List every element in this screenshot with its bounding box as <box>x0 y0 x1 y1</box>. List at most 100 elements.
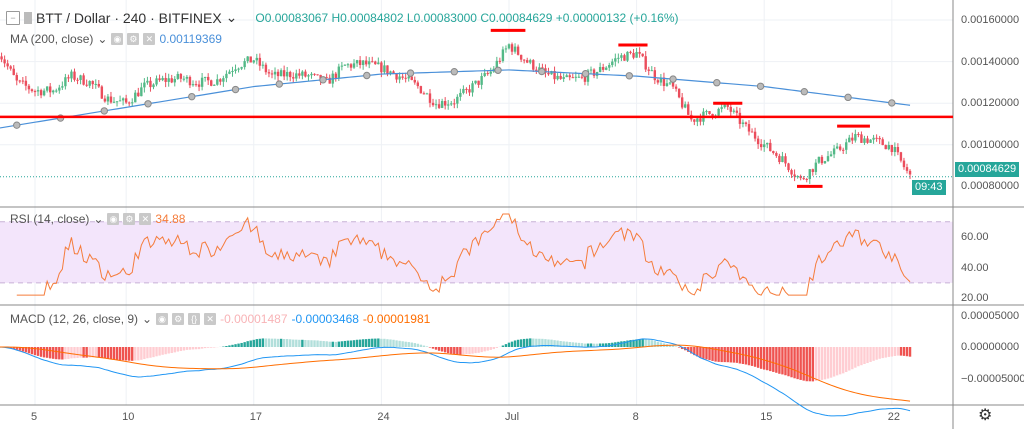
macd-histogram-bar <box>383 338 386 347</box>
macd-histogram-bar <box>866 347 869 364</box>
candle <box>161 77 164 81</box>
macd-histogram-bar <box>225 346 228 347</box>
macd-histogram-bar <box>249 340 252 347</box>
candle <box>851 137 854 141</box>
macd-line-value: -0.00003468 <box>291 312 359 326</box>
candle <box>656 80 660 83</box>
macd-histogram-bar <box>298 339 301 347</box>
candle <box>67 77 70 79</box>
macd-histogram-bar <box>717 347 720 362</box>
gear-icon[interactable]: ⚙ <box>123 213 136 225</box>
macd-histogram-bar <box>465 347 468 355</box>
collapse-icon[interactable]: − <box>6 10 20 25</box>
macd-histogram-bar <box>361 339 365 347</box>
eye-icon[interactable]: ◉ <box>156 313 169 325</box>
eye-icon[interactable]: ◉ <box>107 213 120 225</box>
candle <box>486 73 489 75</box>
macd-histogram-bar <box>73 347 76 359</box>
candle <box>568 75 571 78</box>
candle <box>325 77 328 79</box>
chevron-down-icon[interactable]: ⌄ <box>225 9 238 25</box>
close-icon[interactable]: ✕ <box>204 313 217 325</box>
settings-gear-icon[interactable]: ⚙ <box>978 407 993 424</box>
macd-histogram-bar <box>529 338 532 347</box>
macd-histogram-bar <box>149 347 152 358</box>
rsi-legend[interactable]: RSI (14, close) ⌄ ◉ ⚙ ✕ 34.88 <box>10 212 185 226</box>
macd-histogram-bar <box>562 341 565 347</box>
candle <box>544 68 547 73</box>
candle <box>465 88 468 90</box>
eye-icon[interactable]: ◉ <box>111 33 124 45</box>
candle <box>216 79 219 85</box>
macd-histogram-bar <box>131 347 134 361</box>
chevron-down-icon[interactable]: ⌄ <box>93 212 104 226</box>
candle <box>759 144 763 148</box>
gear-icon[interactable]: ⚙ <box>127 33 140 45</box>
candle <box>155 78 158 85</box>
candle <box>3 59 6 64</box>
candle <box>665 83 669 86</box>
macd-histogram-bar <box>410 342 413 347</box>
macd-histogram-bar <box>632 339 635 347</box>
macd-histogram-bar <box>407 342 410 347</box>
ma-marker <box>844 93 852 102</box>
candle <box>45 86 49 91</box>
macd-histogram-bar <box>893 347 897 356</box>
macd-histogram-bar <box>477 347 480 353</box>
ma-legend[interactable]: MA (200, close) ⌄ ◉ ⚙ ✕ 0.00119369 <box>10 32 222 46</box>
close-icon[interactable]: ✕ <box>139 213 152 225</box>
candle <box>732 110 736 112</box>
macd-histogram-bar <box>671 345 675 347</box>
candle <box>480 76 483 85</box>
symbol-title[interactable]: BTT / Dollar · 240 · BITFINEX <box>36 9 222 26</box>
macd-histogram-bar <box>255 339 258 347</box>
candle <box>106 96 110 102</box>
price-tick-label: 0.00080000 <box>961 180 1020 192</box>
macd-legend[interactable]: MACD (12, 26, close, 9) ⌄ ◉ ⚙{} ✕ -0.000014… <box>10 312 430 326</box>
symbol-legend[interactable]: − BTT / Dollar · 240 · BITFINEX ⌄ O0.0008… <box>6 9 679 26</box>
chevron-down-icon[interactable]: ⌄ <box>142 312 153 326</box>
macd-histogram-bar <box>638 339 641 347</box>
macd-histogram-bar <box>307 340 310 347</box>
macd-histogram-bar <box>401 341 404 347</box>
macd-histogram-bar <box>699 347 702 358</box>
time-tick-label: Jul <box>504 411 520 423</box>
candle <box>887 145 890 150</box>
candle <box>437 104 441 108</box>
candle <box>42 90 46 96</box>
candle <box>522 59 526 61</box>
macd-histogram-bar <box>103 347 107 359</box>
candle <box>741 122 745 124</box>
macd-histogram-bar <box>358 339 362 347</box>
macd-histogram-bar <box>91 347 94 358</box>
candle <box>805 179 808 181</box>
candle <box>817 156 821 163</box>
candle <box>814 162 818 172</box>
braces-icon[interactable]: {} <box>188 313 201 325</box>
candle <box>52 90 55 93</box>
macd-histogram-bar <box>328 341 331 347</box>
candle <box>55 90 58 92</box>
macd-histogram-bar <box>459 347 462 355</box>
macd-histogram-bar <box>310 340 313 347</box>
candle <box>735 110 739 113</box>
macd-histogram-bar <box>179 347 183 352</box>
macd-histogram-bar <box>450 347 453 354</box>
candle <box>152 84 155 88</box>
candle <box>459 92 462 97</box>
candle <box>562 77 565 79</box>
gear-icon[interactable]: ⚙ <box>172 313 185 325</box>
close-icon[interactable]: ✕ <box>143 33 156 45</box>
time-tick-label: 24 <box>377 411 390 423</box>
candle <box>662 77 666 86</box>
candle <box>808 169 811 180</box>
candle <box>617 57 620 59</box>
macd-histogram-bar <box>188 347 192 350</box>
candle <box>878 137 881 140</box>
macd-histogram-bar <box>738 347 742 364</box>
macd-histogram-bar <box>462 347 465 355</box>
chevron-down-icon[interactable]: ⌄ <box>97 32 108 46</box>
macd-histogram-bar <box>711 347 714 361</box>
candle <box>434 104 438 106</box>
